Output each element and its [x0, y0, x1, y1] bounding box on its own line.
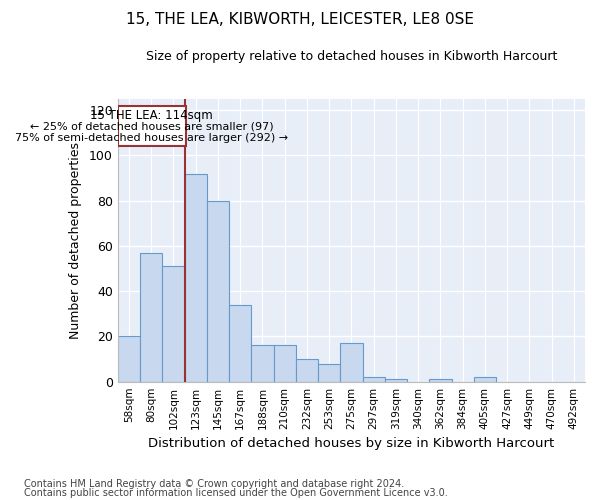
- Bar: [340, 343, 362, 382]
- Bar: [296, 359, 318, 382]
- Bar: [140, 252, 162, 382]
- Text: Contains HM Land Registry data © Crown copyright and database right 2024.: Contains HM Land Registry data © Crown c…: [24, 479, 404, 489]
- Bar: [185, 174, 207, 382]
- Bar: [207, 200, 229, 382]
- X-axis label: Distribution of detached houses by size in Kibworth Harcourt: Distribution of detached houses by size …: [148, 437, 554, 450]
- Text: Contains public sector information licensed under the Open Government Licence v3: Contains public sector information licen…: [24, 488, 448, 498]
- Bar: [162, 266, 185, 382]
- Text: 15, THE LEA, KIBWORTH, LEICESTER, LE8 0SE: 15, THE LEA, KIBWORTH, LEICESTER, LE8 0S…: [126, 12, 474, 28]
- Y-axis label: Number of detached properties: Number of detached properties: [69, 142, 82, 339]
- Bar: [385, 380, 407, 382]
- Bar: [274, 346, 296, 382]
- Bar: [474, 377, 496, 382]
- Bar: [229, 305, 251, 382]
- Bar: [362, 377, 385, 382]
- Bar: [318, 364, 340, 382]
- Bar: [118, 106, 185, 146]
- Title: Size of property relative to detached houses in Kibworth Harcourt: Size of property relative to detached ho…: [146, 50, 557, 63]
- Text: ← 25% of detached houses are smaller (97): ← 25% of detached houses are smaller (97…: [30, 122, 274, 132]
- Text: 15 THE LEA: 114sqm: 15 THE LEA: 114sqm: [91, 109, 213, 122]
- Text: 75% of semi-detached houses are larger (292) →: 75% of semi-detached houses are larger (…: [15, 133, 288, 143]
- Bar: [429, 380, 452, 382]
- Bar: [251, 346, 274, 382]
- Bar: [118, 336, 140, 382]
